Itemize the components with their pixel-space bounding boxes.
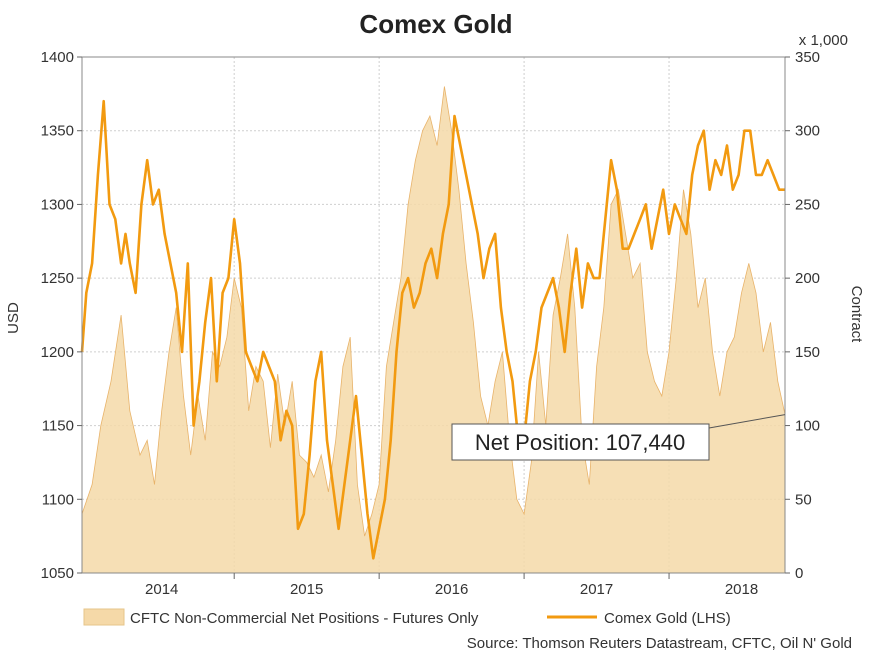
legend-area-swatch <box>83 608 125 626</box>
right-axis-label: Contract <box>848 286 865 344</box>
x-tick-label: 2015 <box>290 581 323 598</box>
left-tick-label: 1100 <box>42 491 74 508</box>
x-axis-ticks: 2014 2015 2016 2017 2018 <box>145 573 758 598</box>
left-tick-label: 1050 <box>41 565 74 582</box>
x-tick-label: 2014 <box>145 581 178 598</box>
gold-price-line <box>80 99 785 560</box>
left-tick-label: 1200 <box>41 344 74 361</box>
right-tick-label: 350 <box>795 49 820 66</box>
annotation-leader-line <box>708 414 786 429</box>
right-tick-label: 200 <box>795 270 820 287</box>
right-tick-label: 150 <box>795 344 820 361</box>
right-tick-label: 50 <box>795 491 812 508</box>
right-tick-label: 100 <box>795 418 820 435</box>
right-axis-ticks: 350 300 250 200 150 100 50 0 <box>785 49 820 582</box>
x-tick-label: 2017 <box>580 581 613 598</box>
plot-frame <box>81 56 786 574</box>
left-axis-ticks: 1400 1350 1300 1250 1200 1150 1100 1050 <box>41 49 82 582</box>
left-axis-label: USD <box>5 302 22 334</box>
net-position-annotation: Net Position: 107,440 <box>451 414 786 461</box>
net-position-area-layer <box>81 86 786 574</box>
source-note: Source: Thomson Reuters Datastream, CFTC… <box>467 635 852 652</box>
legend: CFTC Non-Commercial Net Positions - Futu… <box>83 608 731 627</box>
left-tick-label: 1400 <box>41 49 74 66</box>
x-tick-label: 2018 <box>725 581 758 598</box>
right-tick-label: 0 <box>795 565 803 582</box>
left-tick-label: 1250 <box>41 270 74 287</box>
gold-price-line-layer <box>80 99 785 560</box>
net-position-area <box>81 86 786 574</box>
right-tick-label: 300 <box>795 123 820 140</box>
chart-title: Comex Gold <box>359 9 512 39</box>
legend-item-comex-gold: Comex Gold (LHS) <box>604 610 731 627</box>
left-tick-label: 1150 <box>42 418 74 435</box>
left-tick-label: 1300 <box>41 196 74 213</box>
left-tick-label: 1350 <box>41 123 74 140</box>
legend-item-net-positions: CFTC Non-Commercial Net Positions - Futu… <box>130 610 479 627</box>
annotation-box <box>451 423 710 461</box>
annotation-text: Net Position: 107,440 <box>475 430 685 455</box>
right-axis-multiplier: x 1,000 <box>799 32 848 49</box>
right-tick-label: 250 <box>795 196 820 213</box>
x-tick-label: 2016 <box>435 581 468 598</box>
